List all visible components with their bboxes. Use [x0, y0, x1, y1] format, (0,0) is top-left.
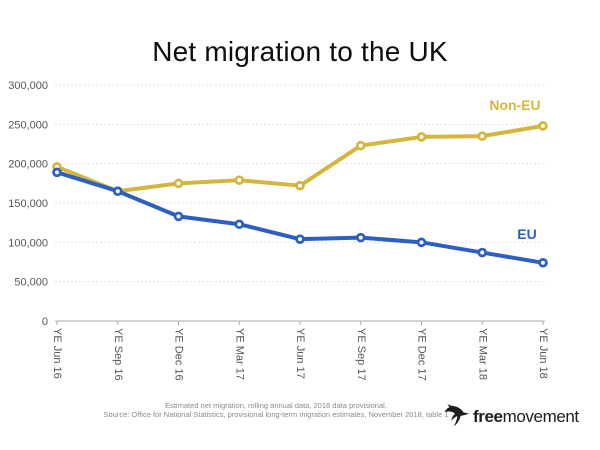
y-axis-tick-label: 0 — [42, 316, 48, 328]
data-point-non-eu — [355, 140, 366, 151]
data-point-eu — [173, 211, 184, 222]
data-point-non-eu — [538, 121, 548, 131]
x-axis-tick-label: YE Dec 17 — [416, 328, 428, 381]
x-axis-tick-label: YE Mar 18 — [476, 328, 488, 380]
bird-icon — [444, 404, 469, 427]
y-axis-tick-label: 250,000 — [8, 119, 48, 131]
logo-text-free: free — [473, 407, 503, 426]
logo-text-movement: movement — [502, 407, 580, 426]
x-axis-tick-label: YE Jun 16 — [51, 328, 63, 379]
y-axis-tick-label: 100,000 — [8, 237, 48, 249]
data-point-non-eu — [295, 180, 305, 191]
footnote: Estimated net migration, rolling annual … — [0, 401, 552, 419]
data-point-eu — [295, 234, 305, 244]
data-point-non-eu — [173, 178, 184, 189]
data-point-non-eu — [477, 131, 488, 141]
y-axis-tick-label: 300,000 — [8, 80, 48, 92]
x-axis-tick-label: YE Dec 16 — [173, 328, 185, 381]
footnote-line-1: Estimated net migration, rolling annual … — [165, 401, 387, 410]
footnote-line-2: Source: Office for National Statistics, … — [103, 410, 449, 419]
y-axis-tick-label: 50,000 — [14, 277, 48, 289]
y-axis-tick-label: 150,000 — [8, 198, 48, 210]
data-point-eu — [112, 186, 123, 197]
logo-text: freemovement — [473, 406, 579, 428]
x-axis-tick-label: YE Sep 16 — [112, 328, 124, 381]
series-label-eu: EU — [517, 226, 536, 242]
freemovement-logo: freemovement — [444, 402, 579, 428]
data-point-eu — [234, 219, 245, 230]
data-point-eu — [416, 237, 427, 248]
x-axis-tick-label: YE Sep 17 — [355, 328, 367, 381]
data-point-eu — [477, 247, 488, 258]
data-point-non-eu — [416, 132, 427, 142]
series-label-non-eu: Non-EU — [489, 97, 540, 113]
y-axis-tick-label: 200,000 — [8, 159, 48, 171]
data-point-eu — [355, 232, 366, 243]
data-point-non-eu — [234, 175, 245, 185]
data-point-eu — [52, 167, 62, 178]
chart-title: Net migration to the UK — [152, 36, 448, 67]
data-point-eu — [538, 257, 548, 268]
x-axis-tick-label: YE Mar 17 — [233, 328, 245, 380]
x-axis-tick-label: YE Jun 17 — [294, 328, 306, 379]
x-axis-tick-label: YE Jun 18 — [537, 328, 549, 379]
